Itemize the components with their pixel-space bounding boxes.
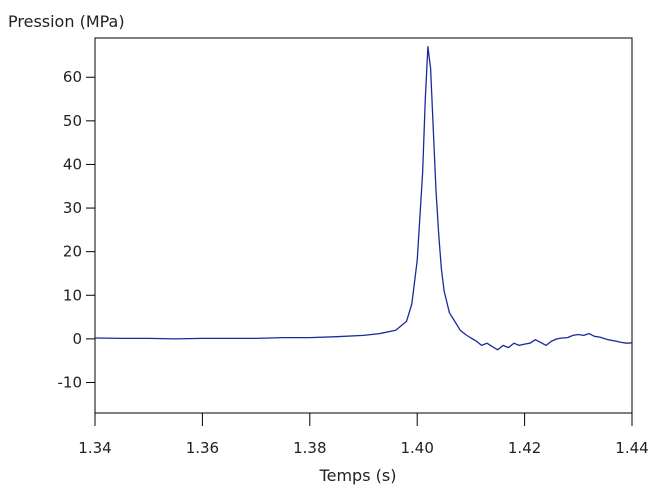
x-axis-ticks: 1.34 1.36 1.38 1.40 1.42 1.44 [78, 413, 649, 457]
y-tick-label: 40 [63, 155, 82, 173]
y-axis-ticks: -10 0 10 20 30 40 50 60 [58, 68, 95, 391]
series-line [94, 46, 633, 351]
y-tick-label: 0 [72, 330, 82, 348]
x-tick-label: 1.38 [293, 439, 326, 457]
y-tick-label: -10 [58, 373, 83, 391]
x-tick-label: 1.36 [186, 439, 219, 457]
plot-frame [94, 37, 633, 414]
y-tick-label: 60 [63, 68, 82, 86]
y-tick-label: 50 [63, 112, 82, 130]
x-tick-label: 1.40 [400, 439, 433, 457]
y-tick-label: 20 [63, 243, 82, 261]
x-tick-label: 1.34 [78, 439, 111, 457]
x-axis-title: Temps (s) [319, 466, 397, 485]
y-tick-label: 10 [63, 286, 82, 304]
x-tick-label: 1.42 [508, 439, 541, 457]
y-tick-label: 30 [63, 199, 82, 217]
y-axis-title: Pression (MPa) [8, 12, 125, 31]
x-tick-label: 1.44 [615, 439, 648, 457]
